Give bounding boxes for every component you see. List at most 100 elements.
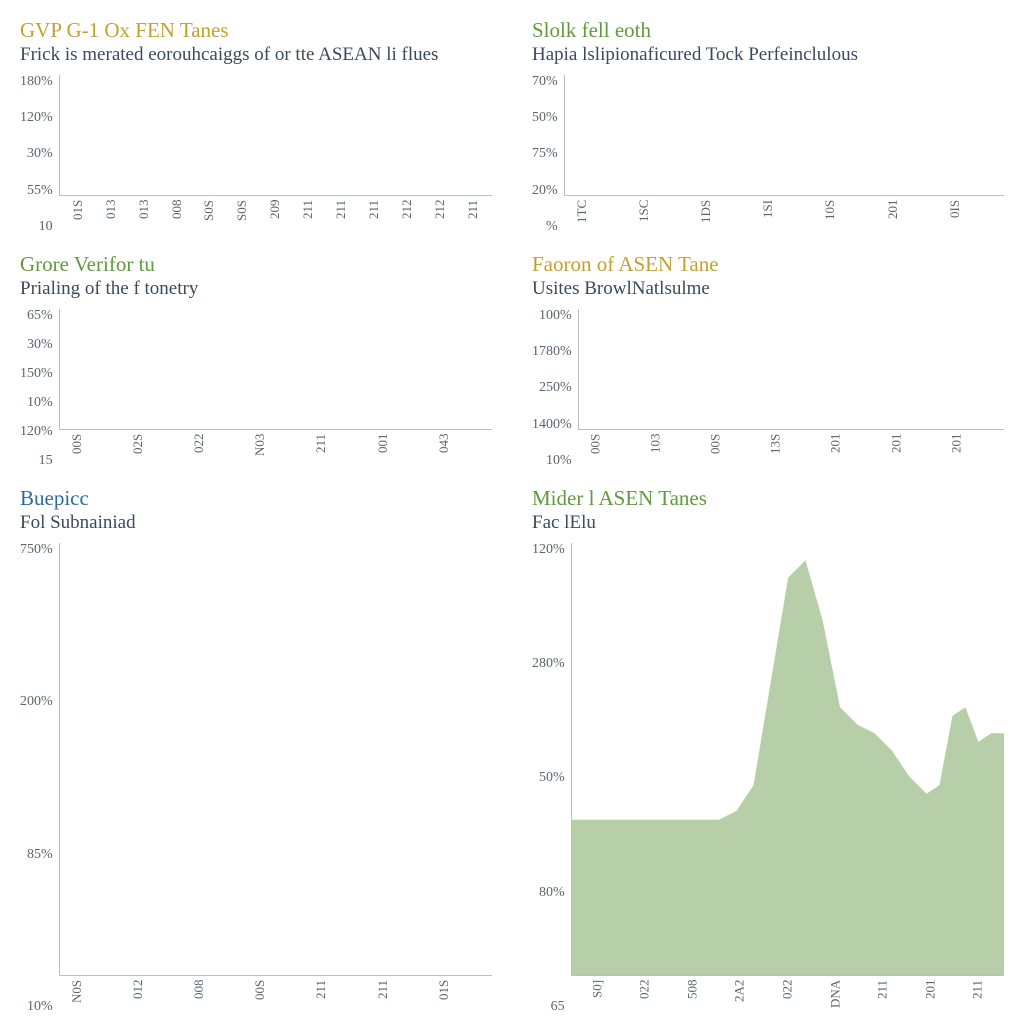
x-tick: [399, 434, 427, 468]
y-tick: 150%: [20, 367, 53, 381]
bar-group: [64, 543, 92, 975]
plot-area: [59, 543, 492, 976]
bar-group: [662, 75, 690, 196]
y-tick: 120%: [20, 111, 53, 125]
bar-group: [186, 543, 214, 975]
x-tick: 00S: [63, 434, 91, 468]
x-axis: S0]0225082A2022DNA211201211: [571, 976, 1004, 1014]
plot-column: 01S013013008S0SS0S209211211211212212211: [59, 75, 492, 235]
y-axis: 180%120%30%55%10: [20, 75, 59, 235]
bar-group: [848, 75, 876, 196]
bar-group: [277, 309, 305, 430]
chart-panel-c4: BuepiccFol Subnainiad750%200%85%10%N0S01…: [20, 486, 492, 1014]
x-tick: 013: [129, 200, 159, 234]
y-tick: 30%: [27, 338, 53, 352]
x-tick: [723, 200, 751, 234]
chart-subtitle: Hapia lslipionaficured Tock Perfeinclulo…: [532, 44, 1004, 66]
bar-group: [162, 75, 192, 196]
bar-group: [793, 309, 820, 430]
x-tick: 001: [369, 434, 397, 468]
x-tick: 01S: [430, 980, 458, 1014]
y-tick: 70%: [532, 75, 558, 89]
plot-column: S0]0225082A2022DNA211201211: [571, 543, 1004, 1014]
plot-area: [59, 75, 492, 197]
chart-body: 120%280%50%80%65S0]0225082A2022DNA211201…: [532, 543, 1004, 1014]
bar-group: [786, 75, 814, 196]
chart-panel-c0: GVP G-1 Ox FEN TanesFrick is merated eor…: [20, 18, 492, 234]
y-tick: 20%: [532, 184, 558, 198]
bar-group: [338, 543, 366, 975]
bar-group: [338, 309, 366, 430]
x-tick: 008: [162, 200, 192, 234]
x-tick: 1SI: [754, 200, 782, 234]
x-tick: 008: [185, 980, 213, 1014]
x-tick: 201: [883, 434, 910, 468]
x-tick: [154, 434, 182, 468]
x-tick: [338, 980, 366, 1014]
x-tick: S0]: [575, 980, 620, 1014]
plot-column: N0S01200800S21121101S: [59, 543, 492, 1014]
bar-group: [733, 309, 760, 430]
x-tick: [853, 434, 880, 468]
bar-group: [216, 543, 244, 975]
x-tick: 012: [124, 980, 152, 1014]
y-tick: 50%: [532, 111, 558, 125]
bar-group: [883, 309, 910, 430]
chart-subtitle: Frick is merated eorouhcaiggs of or tte …: [20, 44, 492, 66]
x-axis: 1TC1SC1DS1SI10S2010IS: [564, 196, 1004, 234]
y-axis: 70%50%75%20%%: [532, 75, 564, 235]
bar-group: [755, 75, 783, 196]
x-tick: 211: [369, 980, 397, 1014]
plot-column: 1TC1SC1DS1SI10S2010IS: [564, 75, 1004, 235]
x-tick: 212: [425, 200, 455, 234]
x-tick: [277, 434, 305, 468]
y-tick: 280%: [532, 657, 565, 671]
y-tick: 85%: [27, 848, 53, 862]
x-tick: 201: [908, 980, 953, 1014]
chart-panel-c3: Faoron of ASEN TaneUsites BrowlNatlsulme…: [532, 252, 1004, 468]
x-tick: DNA: [813, 980, 858, 1014]
x-tick: S0S: [194, 200, 224, 234]
x-tick: N0S: [63, 980, 91, 1014]
bar-group: [569, 75, 597, 196]
y-tick: 65: [551, 1000, 565, 1014]
bar-group: [360, 75, 390, 196]
x-tick: 1DS: [692, 200, 720, 234]
y-tick: 80%: [539, 886, 565, 900]
plot-area: [571, 543, 1004, 976]
plot-area: [578, 309, 1004, 431]
chart-body: 100%1780%250%1400%10%00S10300S13S2012012…: [532, 309, 1004, 469]
x-tick: [910, 200, 938, 234]
x-tick: 00S: [702, 434, 729, 468]
x-tick: 022: [622, 980, 667, 1014]
bar-group: [943, 309, 970, 430]
bar-group: [369, 309, 397, 430]
x-tick: 13S: [762, 434, 789, 468]
chart-body: 180%120%30%55%1001S013013008S0SS0S209211…: [20, 75, 492, 235]
x-axis: 00S10300S13S201201201: [578, 430, 1004, 468]
bar-group: [369, 543, 397, 975]
y-tick: 200%: [20, 695, 53, 709]
y-axis: 750%200%85%10%: [20, 543, 59, 1014]
x-tick: 2A2: [717, 980, 762, 1014]
bar-group: [703, 309, 730, 430]
x-axis: N0S01200800S21121101S: [59, 976, 492, 1014]
bar-group: [425, 75, 455, 196]
x-tick: 212: [392, 200, 422, 234]
x-tick: N03: [246, 434, 274, 468]
bar-group: [817, 75, 845, 196]
x-tick: [93, 980, 121, 1014]
bar-group: [392, 75, 422, 196]
x-tick: [460, 980, 488, 1014]
bar-group: [294, 75, 324, 196]
y-tick: 120%: [20, 425, 53, 439]
chart-subtitle: Fac lElu: [532, 512, 1004, 534]
x-tick: 1TC: [568, 200, 596, 234]
x-tick: 211: [307, 980, 335, 1014]
y-tick: 100%: [539, 309, 572, 323]
x-tick: 211: [955, 980, 1000, 1014]
bar-group: [583, 309, 610, 430]
x-tick: 508: [670, 980, 715, 1014]
bar-group: [308, 543, 336, 975]
x-tick: 103: [642, 434, 669, 468]
